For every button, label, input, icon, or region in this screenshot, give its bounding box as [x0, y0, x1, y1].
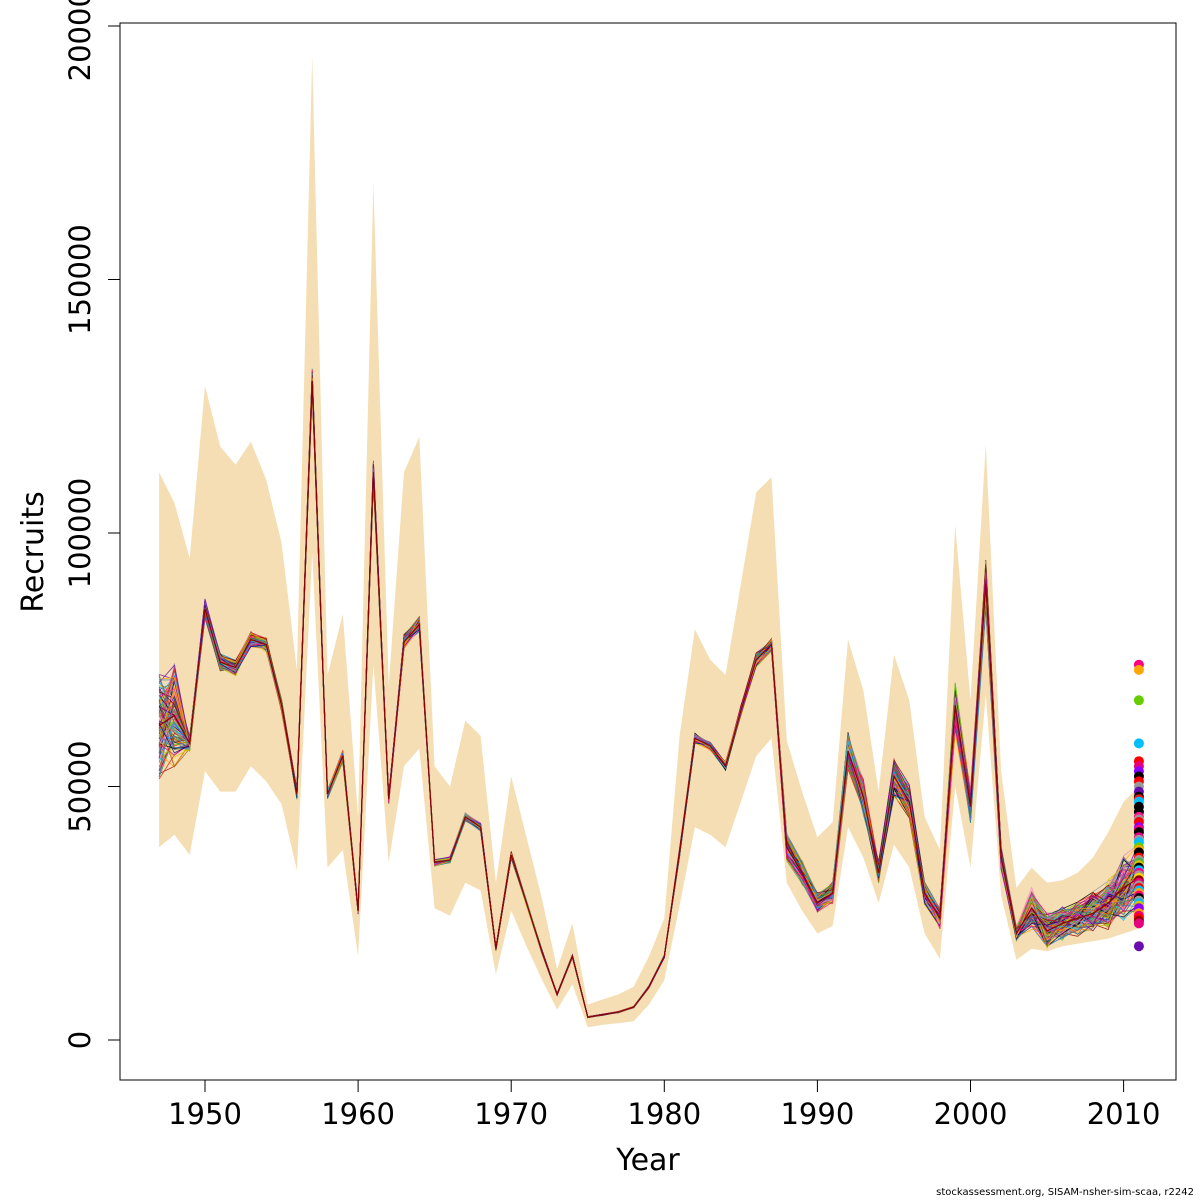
x-axis-title: Year — [615, 1143, 680, 1178]
x-tick-label: 1990 — [780, 1097, 854, 1131]
x-tick-label: 2010 — [1087, 1097, 1161, 1131]
y-tick-label: 100000 — [63, 478, 97, 589]
trajectory-lines-layer — [158, 368, 1140, 1019]
y-tick-label: 150000 — [63, 224, 97, 335]
terminal-points-layer — [1133, 659, 1144, 952]
x-tick-label: 1980 — [627, 1097, 701, 1131]
terminal-point — [1133, 738, 1144, 749]
x-axis: 1950 1960 1970 1980 1990 2000 2010 — [168, 1079, 1161, 1131]
y-tick-label: 200000 — [63, 0, 97, 81]
x-tick-label: 1950 — [168, 1097, 242, 1131]
terminal-point — [1133, 918, 1144, 929]
x-tick-label: 1970 — [474, 1097, 548, 1131]
y-axis: 0 50000 100000 150000 200000 — [63, 0, 121, 1049]
x-tick-label: 1960 — [321, 1097, 395, 1131]
y-axis-title: Recruits — [16, 491, 51, 613]
footer-credit: stockassessment.org, SISAM-nsher-sim-sca… — [936, 1187, 1194, 1198]
terminal-point — [1133, 941, 1144, 952]
terminal-point — [1133, 695, 1144, 706]
x-tick-label: 2000 — [934, 1097, 1008, 1131]
y-tick-label: 0 — [63, 1031, 97, 1049]
median-line — [158, 380, 1140, 1018]
y-tick-label: 50000 — [63, 740, 97, 832]
terminal-point — [1133, 664, 1144, 675]
